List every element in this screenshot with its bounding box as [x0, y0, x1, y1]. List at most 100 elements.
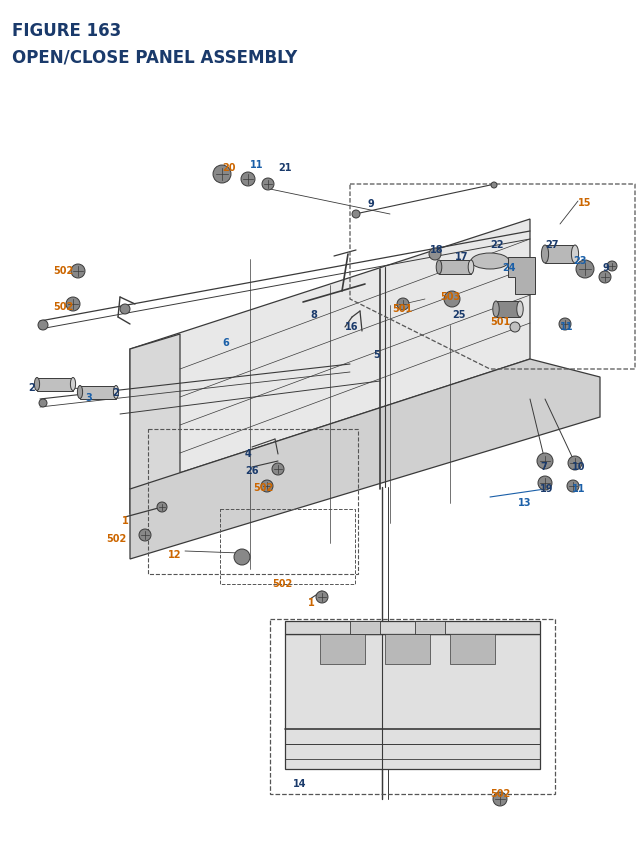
Circle shape — [71, 264, 85, 279]
Text: 13: 13 — [518, 498, 531, 507]
Text: 17: 17 — [455, 251, 468, 262]
Polygon shape — [385, 635, 430, 664]
Text: 502: 502 — [253, 482, 273, 492]
Circle shape — [599, 272, 611, 283]
Ellipse shape — [493, 301, 499, 318]
Text: 26: 26 — [245, 466, 259, 475]
Circle shape — [538, 476, 552, 491]
Circle shape — [397, 299, 409, 311]
Bar — [37, 378, 73, 391]
Bar — [270, 619, 555, 794]
Text: 1: 1 — [308, 598, 315, 607]
Text: 502: 502 — [53, 266, 73, 276]
Polygon shape — [285, 622, 540, 635]
Circle shape — [352, 211, 360, 219]
Circle shape — [241, 173, 255, 187]
Circle shape — [429, 249, 441, 261]
Circle shape — [576, 261, 594, 279]
Ellipse shape — [70, 378, 76, 391]
Polygon shape — [450, 635, 495, 664]
Text: 502: 502 — [53, 301, 73, 312]
Text: 3: 3 — [85, 393, 92, 403]
Circle shape — [491, 183, 497, 189]
Text: 8: 8 — [310, 310, 317, 319]
Text: 7: 7 — [540, 461, 547, 472]
Circle shape — [537, 454, 553, 469]
Text: 6: 6 — [222, 338, 228, 348]
Text: 501: 501 — [490, 317, 510, 326]
Circle shape — [213, 166, 231, 183]
Text: 18: 18 — [430, 245, 444, 255]
Ellipse shape — [572, 245, 579, 263]
Circle shape — [316, 592, 328, 604]
Bar — [220, 510, 355, 585]
Text: OPEN/CLOSE PANEL ASSEMBLY: OPEN/CLOSE PANEL ASSEMBLY — [12, 48, 297, 66]
Circle shape — [559, 319, 571, 331]
Circle shape — [510, 323, 520, 332]
Bar — [496, 301, 520, 318]
Circle shape — [39, 400, 47, 407]
Bar — [80, 386, 116, 399]
Circle shape — [493, 792, 507, 806]
Ellipse shape — [516, 301, 523, 318]
Bar — [439, 261, 471, 275]
Circle shape — [607, 262, 617, 272]
Circle shape — [234, 549, 250, 566]
Ellipse shape — [436, 261, 442, 275]
Bar — [545, 245, 575, 263]
Text: 23: 23 — [573, 256, 586, 266]
Ellipse shape — [35, 378, 40, 391]
Ellipse shape — [77, 386, 83, 399]
Text: 11: 11 — [572, 483, 586, 493]
Circle shape — [568, 456, 582, 470]
Polygon shape — [415, 622, 445, 635]
Text: 24: 24 — [502, 263, 515, 273]
Text: 12: 12 — [168, 549, 182, 560]
Text: 1: 1 — [122, 516, 129, 525]
Text: 27: 27 — [545, 239, 559, 250]
Ellipse shape — [468, 261, 474, 275]
Text: 11: 11 — [250, 160, 264, 170]
Circle shape — [139, 530, 151, 542]
Text: 501: 501 — [392, 304, 412, 313]
Text: 10: 10 — [572, 461, 586, 472]
Polygon shape — [508, 257, 535, 294]
Polygon shape — [350, 622, 380, 635]
Polygon shape — [320, 635, 365, 664]
Text: 9: 9 — [367, 199, 374, 208]
Circle shape — [262, 179, 274, 191]
Text: 14: 14 — [293, 778, 307, 788]
Bar — [148, 430, 358, 574]
Ellipse shape — [541, 245, 548, 263]
Circle shape — [567, 480, 579, 492]
Text: 19: 19 — [540, 483, 554, 493]
Circle shape — [66, 298, 80, 312]
Text: 502: 502 — [106, 533, 126, 543]
Polygon shape — [130, 335, 180, 514]
Text: 5: 5 — [373, 350, 380, 360]
Text: 2: 2 — [112, 387, 119, 398]
Ellipse shape — [113, 386, 118, 399]
Circle shape — [120, 305, 130, 314]
Text: 9: 9 — [603, 263, 610, 273]
Text: FIGURE 163: FIGURE 163 — [12, 22, 121, 40]
Text: 503: 503 — [440, 292, 460, 301]
Text: 2: 2 — [28, 382, 35, 393]
Text: 20: 20 — [222, 163, 236, 173]
Polygon shape — [130, 360, 600, 560]
Text: 502: 502 — [272, 579, 292, 588]
Text: 4: 4 — [245, 449, 252, 458]
Text: 16: 16 — [345, 322, 358, 331]
Text: 15: 15 — [578, 198, 591, 208]
Text: 22: 22 — [490, 239, 504, 250]
Text: 21: 21 — [278, 163, 291, 173]
Text: 502: 502 — [490, 788, 510, 798]
Polygon shape — [285, 635, 540, 769]
Text: 25: 25 — [452, 310, 465, 319]
Circle shape — [38, 320, 48, 331]
Text: 11: 11 — [560, 322, 573, 331]
Circle shape — [444, 292, 460, 307]
Circle shape — [261, 480, 273, 492]
Ellipse shape — [471, 254, 509, 269]
Circle shape — [157, 503, 167, 512]
